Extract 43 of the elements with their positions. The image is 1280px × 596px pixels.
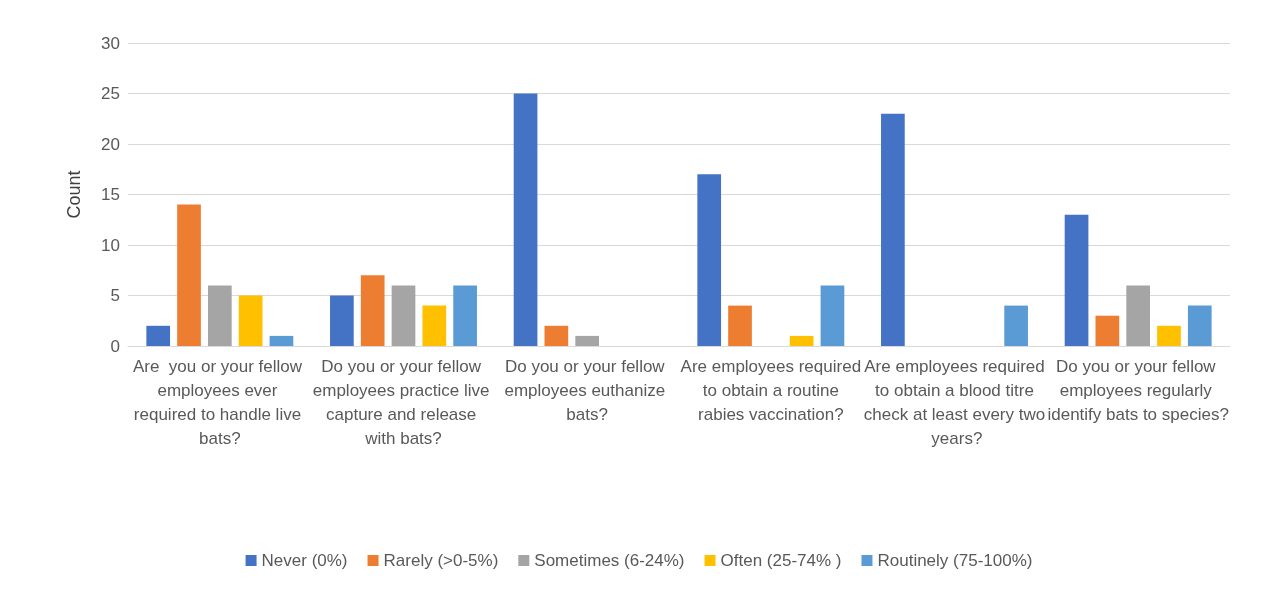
legend-label: Rarely (>0-5%): [383, 551, 499, 570]
bar: [513, 93, 538, 346]
bar: [728, 305, 752, 346]
x-tick-label: Do you or your fellow employees euthanize bats?: [504, 356, 670, 424]
bar: [146, 325, 171, 346]
bar: [422, 305, 447, 346]
bar: [1064, 214, 1089, 346]
y-tick-label: 10: [101, 235, 120, 255]
y-tick-label: 5: [110, 286, 120, 305]
bar: [269, 335, 294, 346]
bar: [1095, 315, 1120, 346]
legend-label: Routinely (75-100%): [877, 551, 1033, 570]
bar: [1126, 285, 1151, 346]
x-tick-label: Are employees required to obtain a routine rabies vaccination?: [680, 356, 862, 424]
bar: [575, 335, 600, 346]
bar: [238, 295, 263, 346]
bar: [1004, 305, 1028, 346]
legend-label: Sometimes (6-24%): [534, 551, 685, 570]
y-tick-label: 30: [101, 33, 120, 53]
bar: [697, 174, 722, 346]
legend-label: Never (0%): [261, 551, 348, 570]
y-tick-label: 15: [101, 185, 120, 204]
bar: [391, 285, 416, 346]
bar: [360, 275, 385, 346]
y-tick-label: 25: [101, 84, 120, 103]
bar: [1157, 325, 1181, 346]
bar: [207, 285, 232, 346]
bar: [881, 113, 905, 346]
bar: [177, 204, 201, 346]
x-tick-label: Are you or your fellow employees ever required to handle live bats?: [132, 356, 307, 448]
bar: [820, 285, 845, 346]
y-tick-label: 20: [101, 134, 120, 154]
y-axis-title: Count: [64, 170, 84, 219]
bar: [453, 285, 477, 346]
bar: [544, 325, 569, 346]
x-tick-label: Do you or your fellow employees practice live capture and release with bats?: [312, 356, 495, 448]
y-tick-label: 0: [110, 336, 120, 356]
x-tick-label: Are employees required to obtain a blood titre check at least every two years?: [863, 356, 1046, 448]
bar: [789, 335, 814, 346]
bar: [330, 295, 354, 346]
x-tick-label: Do you or your fellow employees regularly identify bats to species?: [1047, 356, 1229, 424]
legend-label: Often (25-74% ): [720, 551, 842, 570]
bar: [1187, 305, 1212, 346]
